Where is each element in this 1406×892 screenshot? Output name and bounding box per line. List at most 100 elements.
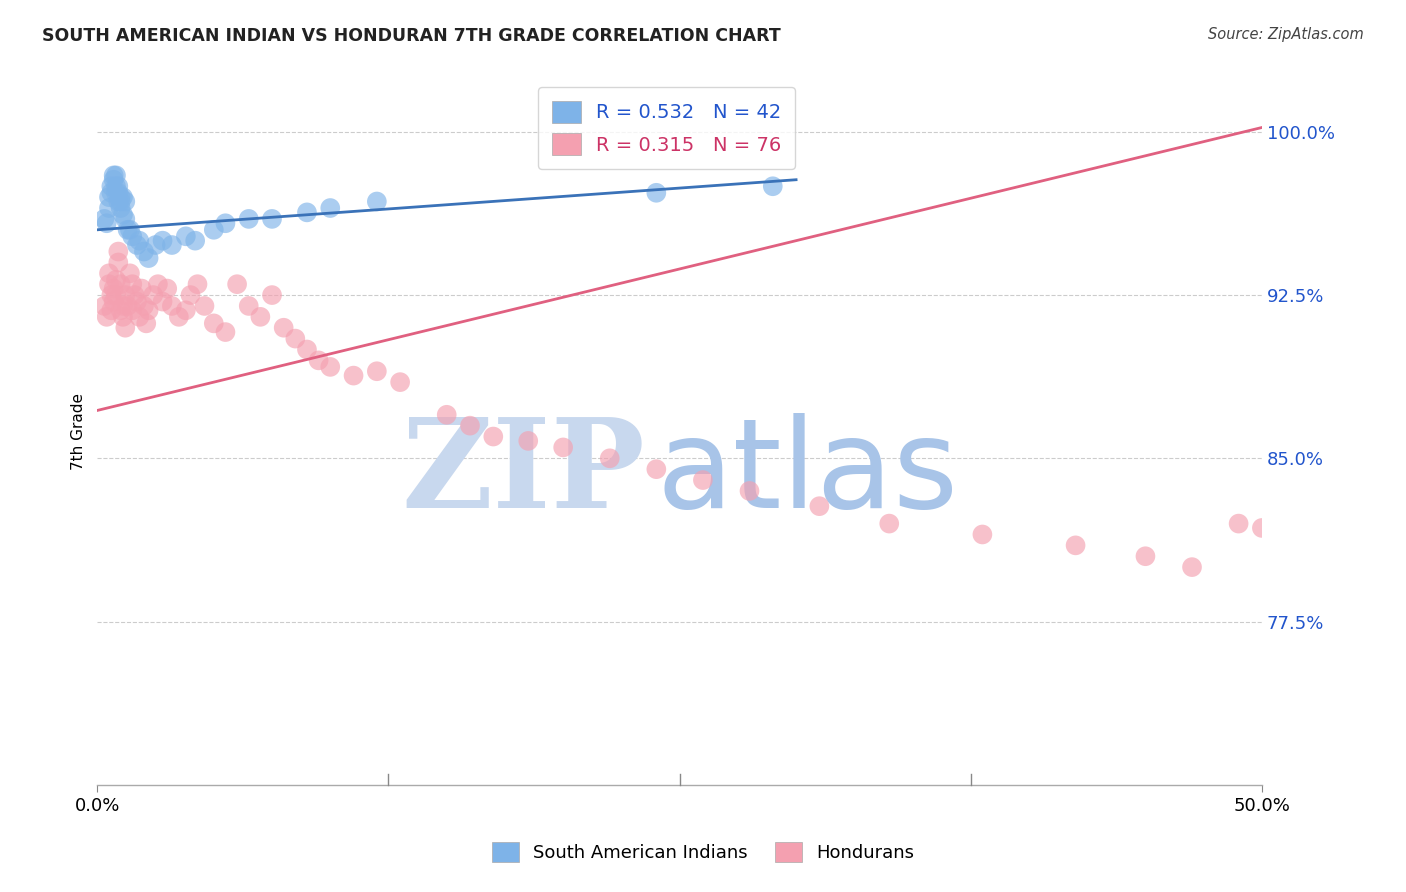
Point [128, 234, 150, 248]
Point [692, 473, 714, 487]
Point [202, 223, 225, 237]
Point [142, 288, 165, 302]
Point [1181, 560, 1204, 574]
Point [202, 317, 225, 331]
Point [1064, 538, 1087, 552]
Point [226, 277, 249, 292]
Point [458, 418, 481, 433]
Point [145, 238, 167, 252]
Point [107, 255, 129, 269]
Point [156, 281, 179, 295]
Y-axis label: 7th Grade: 7th Grade [72, 392, 86, 469]
Point [110, 194, 132, 209]
Point [238, 211, 260, 226]
Point [96, 310, 118, 324]
Point [273, 320, 295, 334]
Point [110, 303, 132, 318]
Point [295, 205, 318, 219]
Point [366, 194, 388, 209]
Point [110, 201, 132, 215]
Point [1367, 538, 1389, 552]
Point [645, 186, 668, 200]
Point [193, 299, 215, 313]
Point [132, 244, 155, 259]
Text: SOUTH AMERICAN INDIAN VS HONDURAN 7TH GRADE CORRELATION CHART: SOUTH AMERICAN INDIAN VS HONDURAN 7TH GR… [42, 27, 780, 45]
Point [100, 186, 122, 200]
Text: Source: ZipAtlas.com: Source: ZipAtlas.com [1208, 27, 1364, 42]
Point [260, 288, 283, 302]
Point [100, 179, 122, 194]
Point [319, 359, 342, 374]
Point [103, 169, 125, 183]
Point [160, 299, 183, 313]
Point [877, 516, 900, 531]
Point [238, 299, 260, 313]
Point [295, 343, 318, 357]
Point [1227, 516, 1250, 531]
Point [107, 186, 129, 200]
Point [104, 186, 127, 200]
Point [308, 353, 330, 368]
Point [103, 172, 125, 186]
Point [125, 294, 148, 309]
Point [100, 303, 122, 318]
Legend: South American Indians, Hondurans: South American Indians, Hondurans [485, 834, 921, 870]
Point [98, 277, 121, 292]
Point [107, 244, 129, 259]
Point [1298, 527, 1320, 541]
Point [214, 216, 236, 230]
Point [96, 216, 118, 230]
Point [553, 441, 575, 455]
Legend: R = 0.532   N = 42, R = 0.315   N = 76: R = 0.532 N = 42, R = 0.315 N = 76 [538, 87, 796, 169]
Point [436, 408, 458, 422]
Point [482, 429, 505, 443]
Point [98, 201, 121, 215]
Point [111, 299, 134, 313]
Point [138, 303, 160, 318]
Point [184, 234, 207, 248]
Point [186, 277, 208, 292]
Point [111, 190, 134, 204]
Point [110, 277, 132, 292]
Point [135, 317, 157, 331]
Point [517, 434, 540, 448]
Point [117, 299, 139, 313]
Point [146, 277, 169, 292]
Point [152, 234, 174, 248]
Point [1320, 538, 1343, 552]
Point [152, 294, 174, 309]
Point [93, 299, 115, 313]
Point [645, 462, 668, 476]
Point [104, 273, 127, 287]
Point [132, 299, 155, 313]
Point [342, 368, 364, 383]
Point [111, 310, 134, 324]
Point [118, 223, 141, 237]
Point [114, 194, 136, 209]
Point [1135, 549, 1157, 564]
Point [114, 320, 136, 334]
Point [808, 499, 831, 513]
Point [214, 325, 236, 339]
Point [100, 288, 122, 302]
Point [121, 303, 143, 318]
Point [107, 194, 129, 209]
Point [121, 229, 143, 244]
Text: atlas: atlas [657, 413, 959, 534]
Point [180, 288, 202, 302]
Point [599, 451, 621, 466]
Point [124, 288, 146, 302]
Point [104, 179, 127, 194]
Point [174, 229, 197, 244]
Point [103, 281, 125, 295]
Point [366, 364, 388, 378]
Point [284, 332, 307, 346]
Point [98, 266, 121, 280]
Point [104, 169, 127, 183]
Text: ZIP: ZIP [401, 413, 645, 534]
Point [260, 211, 283, 226]
Point [174, 303, 197, 318]
Point [389, 375, 412, 389]
Point [125, 238, 148, 252]
Point [972, 527, 994, 541]
